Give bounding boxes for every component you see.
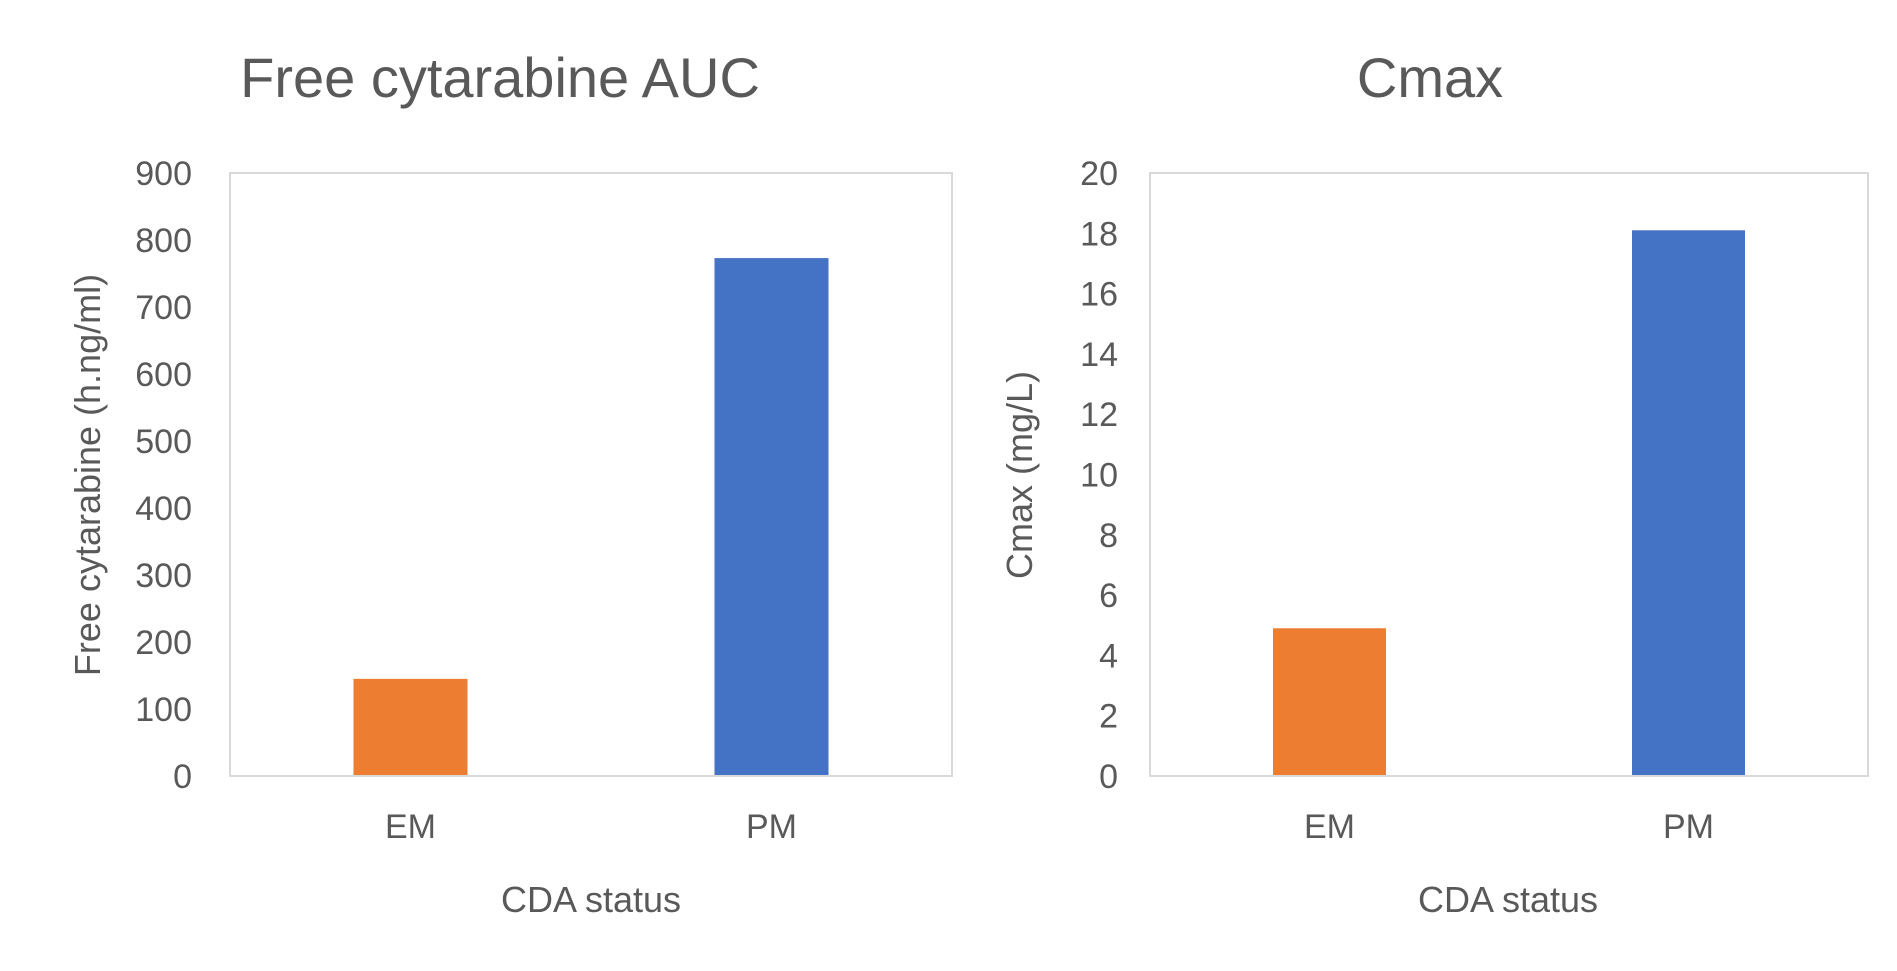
y-tick-label: 800 xyxy=(135,222,192,260)
x-tick-label: EM xyxy=(1304,808,1355,846)
y-tick-label: 2 xyxy=(1099,698,1118,736)
plot-area xyxy=(1149,172,1869,777)
cmax-chart: Cmax 0 2 4 6 8 10 12 14 16 18 20 EM PM CDA status C… xyxy=(999,46,1869,920)
x-axis-title: CDA status xyxy=(501,879,681,920)
y-tick-label: 900 xyxy=(135,155,192,193)
y-tick-label: 100 xyxy=(135,691,192,729)
auc-chart: Free cytarabine AUC 0 100 200 300 400 500 600 7… xyxy=(67,46,953,920)
x-tick-label: PM xyxy=(746,808,797,846)
y-tick-label: 0 xyxy=(1099,758,1118,796)
y-tick-label: 400 xyxy=(135,490,192,528)
y-tick-label: 14 xyxy=(1080,336,1118,374)
y-tick-label: 300 xyxy=(135,557,192,595)
x-tick-label: EM xyxy=(385,808,436,846)
x-tick-labels: EM PM xyxy=(385,808,797,846)
y-tick-label: 6 xyxy=(1099,577,1118,615)
y-axis-title: Cmax (mg/L) xyxy=(999,371,1040,579)
y-tick-label: 20 xyxy=(1080,155,1118,193)
y-tick-label: 16 xyxy=(1080,276,1118,314)
chart-title: Cmax xyxy=(1357,46,1503,109)
bar-pm xyxy=(714,258,829,777)
y-tick-label: 4 xyxy=(1099,637,1118,675)
y-tick-label: 500 xyxy=(135,423,192,461)
y-tick-label: 200 xyxy=(135,624,192,662)
chart-title: Free cytarabine AUC xyxy=(240,46,760,109)
y-tick-labels: 0 2 4 6 8 10 12 14 16 18 20 xyxy=(1080,155,1118,796)
bar-em xyxy=(1273,628,1386,776)
y-tick-labels: 0 100 200 300 400 500 600 700 800 900 xyxy=(135,155,192,796)
y-tick-label: 0 xyxy=(173,758,192,796)
bar-em xyxy=(353,678,468,776)
y-tick-label: 10 xyxy=(1080,457,1118,495)
bar-pm xyxy=(1632,230,1745,776)
y-tick-label: 700 xyxy=(135,289,192,327)
y-axis-title: Free cytarabine (h.ng/ml) xyxy=(67,274,108,676)
y-tick-label: 18 xyxy=(1080,215,1118,253)
bar-group xyxy=(1273,230,1745,776)
y-tick-label: 12 xyxy=(1080,396,1118,434)
bar-group xyxy=(353,258,829,777)
y-tick-label: 8 xyxy=(1099,517,1118,555)
y-tick-label: 600 xyxy=(135,356,192,394)
x-axis-title: CDA status xyxy=(1418,879,1598,920)
plot-area xyxy=(229,172,953,777)
x-tick-label: PM xyxy=(1663,808,1714,846)
x-tick-labels: EM PM xyxy=(1304,808,1714,846)
